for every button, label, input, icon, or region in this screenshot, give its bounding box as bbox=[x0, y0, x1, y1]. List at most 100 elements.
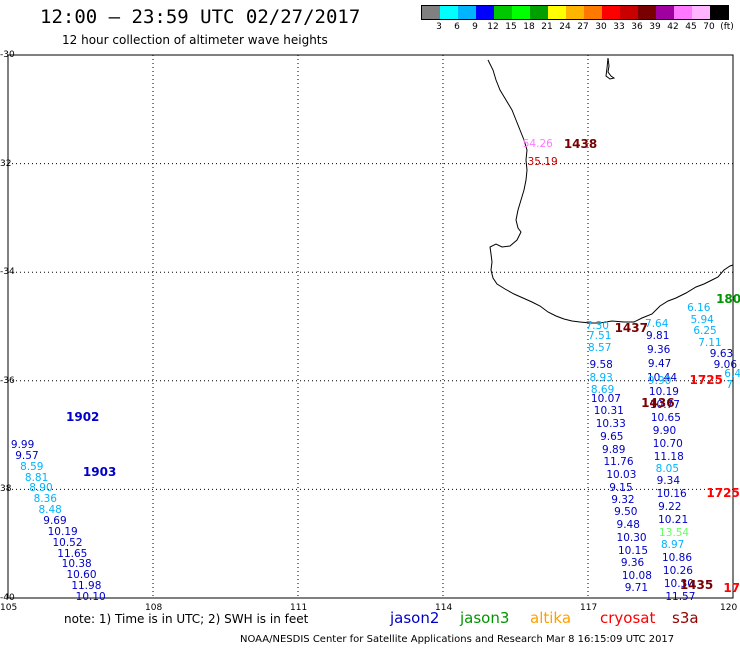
wave-height-value: 10.52 bbox=[52, 536, 83, 549]
legend-swatch bbox=[548, 6, 566, 19]
legend-swatch bbox=[638, 6, 656, 19]
wave-height-value: 8.05 bbox=[655, 462, 680, 475]
wave-height-value: 6.4 bbox=[724, 368, 740, 381]
pass-time-label: 172 bbox=[723, 581, 740, 596]
legend-label: 24 bbox=[559, 22, 571, 32]
legend-swatch bbox=[692, 6, 710, 19]
wave-height-value: 35.19 bbox=[527, 155, 558, 168]
legend-swatch bbox=[584, 6, 602, 19]
wave-height-value: 10.44 bbox=[646, 371, 678, 384]
wave-height-value: 10.19 bbox=[47, 525, 78, 538]
legend-swatch bbox=[620, 6, 638, 19]
legend-swatch bbox=[458, 6, 476, 19]
longitude-label: 120 bbox=[720, 603, 738, 613]
graticule bbox=[8, 55, 733, 598]
wave-height-value: 10.30 bbox=[616, 532, 647, 545]
wave-height-value: 9.89 bbox=[602, 444, 626, 457]
legend-label: 39 bbox=[649, 22, 661, 32]
pass-time-label: 1435 bbox=[679, 577, 714, 592]
legend-swatch bbox=[494, 6, 512, 19]
pass-time-label: 1437 bbox=[614, 320, 648, 335]
wave-height-value: 9.22 bbox=[658, 500, 682, 513]
satellite-name: s3a bbox=[672, 609, 699, 627]
wave-height-value: 11.98 bbox=[71, 580, 102, 593]
wave-height-value: 9.71 bbox=[624, 582, 649, 595]
wave-height-value: 6.25 bbox=[693, 324, 717, 337]
legend-label: 3 bbox=[436, 22, 442, 32]
wave-height-value: 10.86 bbox=[661, 551, 692, 564]
satellite-name: cryosat bbox=[600, 609, 656, 627]
wave-height-value: 10.21 bbox=[658, 513, 689, 526]
pass-time-label: 1725 bbox=[689, 372, 723, 387]
credit-line: NOAA/NESDIS Center for Satellite Applica… bbox=[240, 634, 675, 645]
wave-height-value: 9.90 bbox=[647, 374, 672, 387]
legend-label: 42 bbox=[667, 22, 679, 32]
wave-height-value: 5.94 bbox=[690, 314, 714, 327]
wave-height-value: 8.48 bbox=[38, 504, 62, 517]
wave-height-value: 8.36 bbox=[33, 493, 57, 506]
wave-height-value: 10.16 bbox=[656, 487, 687, 500]
satellite-name: altika bbox=[530, 609, 572, 627]
coastline-west-australia bbox=[487, 59, 734, 324]
wave-height-value: 10.19 bbox=[648, 385, 679, 398]
wave-height-value: 9.36 bbox=[646, 344, 671, 357]
wave-height-value: 10.03 bbox=[606, 469, 637, 482]
latitude-label: 38 bbox=[0, 484, 12, 495]
latitude-label: -36 bbox=[0, 375, 15, 386]
legend-label: 21 bbox=[541, 22, 553, 32]
wave-height-value: 8.57 bbox=[588, 342, 612, 355]
wave-height-value: 10.33 bbox=[595, 418, 626, 431]
wave-height-value: 7 bbox=[726, 379, 733, 392]
legend-swatch bbox=[476, 6, 494, 19]
wave-height-value: 11.18 bbox=[653, 450, 684, 463]
wave-height-value: 9.50 bbox=[614, 506, 638, 519]
wave-height-value: 9.65 bbox=[600, 431, 624, 444]
wave-height-value: 8.81 bbox=[24, 471, 49, 484]
wave-height-value: 9.63 bbox=[709, 347, 734, 360]
pass-time-label: 1902 bbox=[66, 410, 100, 425]
units-note: note: 1) Time is in UTC; 2) SWH is in fe… bbox=[64, 612, 309, 626]
wave-height-value: 10.15 bbox=[617, 545, 649, 558]
wave-height-value: 9.06 bbox=[713, 358, 738, 371]
legend-swatch bbox=[512, 6, 530, 19]
wave-height-value: 9.90 bbox=[652, 424, 677, 437]
legend-label: 6 bbox=[454, 22, 460, 32]
wave-height-value: 6.16 bbox=[687, 302, 711, 315]
satellite-name: jason3 bbox=[460, 609, 510, 627]
legend-swatch bbox=[440, 6, 458, 19]
wave-height-value: 10.10 bbox=[75, 591, 106, 603]
legend-label: 27 bbox=[577, 22, 589, 32]
wave-height-value: 8.59 bbox=[20, 460, 44, 473]
legend-label: 33 bbox=[613, 22, 625, 32]
longitude-label: 108 bbox=[145, 603, 163, 613]
wave-height-value: 9.32 bbox=[611, 494, 635, 507]
wave-height-value: 9.47 bbox=[647, 357, 672, 370]
wave-height-value: 7.64 bbox=[645, 318, 669, 331]
color-legend: 3 6 9 12 15 18 21 24 27 30 33 36 39 42 45 70 (ft) bbox=[421, 5, 734, 34]
legend-label: 36 bbox=[631, 22, 643, 32]
latitude-label: -30 bbox=[0, 50, 15, 60]
map-title: 12:00 – 23:59 UTC 02/27/2017 bbox=[40, 6, 361, 28]
wave-height-value: 10.70 bbox=[652, 437, 683, 450]
legend-swatch bbox=[602, 6, 620, 19]
wave-height-value: 10.77 bbox=[649, 398, 680, 411]
wave-height-value: 9.57 bbox=[15, 449, 39, 462]
wave-height-value: 9.58 bbox=[589, 358, 613, 371]
wave-height-value: 9.34 bbox=[656, 474, 681, 487]
legend-label: (ft) bbox=[720, 22, 734, 32]
wave-height-value: 11.76 bbox=[603, 456, 634, 469]
wave-height-value: 9.36 bbox=[620, 557, 645, 570]
wave-height-value: 10.07 bbox=[590, 393, 621, 406]
longitude-label: 114 bbox=[435, 603, 453, 613]
wave-height-value: 10.31 bbox=[593, 405, 624, 418]
legend-label: 12 bbox=[487, 22, 499, 32]
wave-height-value: 8.90 bbox=[29, 482, 53, 495]
wave-height-value: 9.69 bbox=[43, 514, 67, 527]
legend-label: 70 bbox=[703, 22, 715, 32]
wave-height-value: 13.54 bbox=[659, 526, 690, 539]
wave-height-value: 10.26 bbox=[662, 564, 693, 577]
pass-time-label: 180 bbox=[716, 292, 740, 307]
wave-height-value: 7.11 bbox=[698, 336, 722, 349]
wave-height-value: 11.65 bbox=[57, 547, 88, 560]
